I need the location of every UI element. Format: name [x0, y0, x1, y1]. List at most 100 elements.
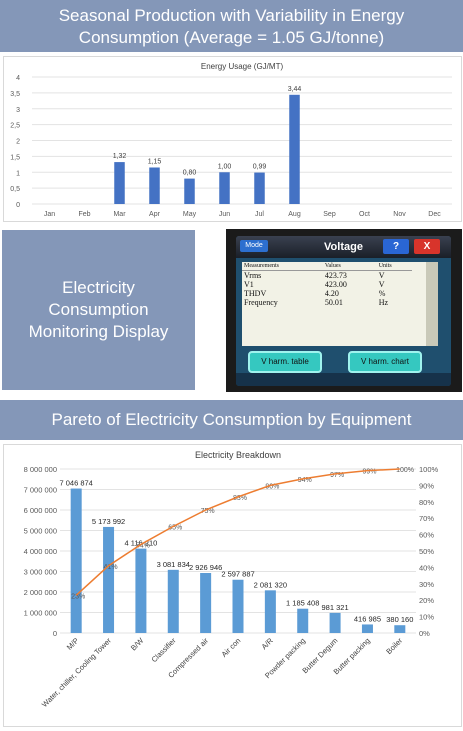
measurement-name: Frequency: [244, 298, 278, 307]
data-label: 1 185 408: [286, 599, 319, 608]
bar-aug: [289, 94, 300, 204]
measurement-unit: V: [378, 280, 385, 289]
energy-usage-svg: Energy Usage (GJ/MT) 0 0,5 1 1,5 2 2,5 3 3,5 4 Jan…: [10, 62, 452, 218]
data-label: 1,15: [148, 158, 162, 165]
v-harm-table-button[interactable]: V harm. table: [248, 351, 322, 373]
data-label: 416 985: [354, 614, 381, 623]
cumulative-label: 100%: [396, 467, 414, 474]
x-tick-label: Dec: [428, 211, 441, 218]
measurement-name: THDV: [244, 289, 267, 298]
data-label: 2 597 887: [221, 570, 254, 579]
bar: [135, 548, 147, 633]
bar-mar: [114, 162, 125, 204]
measurement-unit: %: [378, 289, 386, 298]
y-tick-label: 0: [16, 202, 20, 209]
y-tick-label: 5 000 000: [24, 527, 57, 536]
monitoring-display-label: Electricity Consumption Monitoring Displ…: [2, 230, 195, 390]
header-measurements: Measurements: [242, 262, 323, 271]
data-label: 3,44: [288, 86, 302, 93]
y-tick-label: 2: [16, 139, 20, 146]
bar-apr: [149, 167, 160, 204]
y-tick-label: 6 000 000: [24, 506, 57, 515]
bar-may: [184, 178, 195, 204]
close-button[interactable]: X: [414, 239, 440, 254]
y-tick-label: 0: [53, 629, 57, 638]
cumulative-label: 75%: [201, 508, 215, 515]
y-tick-label: 1,5: [10, 154, 20, 161]
electricity-breakdown-svg: Electricity Breakdown 0 1 000 000 2 000 000…: [24, 450, 439, 709]
y2-tick-label: 60%: [419, 531, 434, 540]
cumulative-label: 65%: [168, 524, 182, 531]
y-tick-label: 4 000 000: [24, 547, 57, 556]
measurement-unit: V: [378, 271, 385, 280]
y2-tick-label: 0%: [419, 629, 430, 638]
measurement-name: V1: [244, 280, 254, 289]
data-label: 3 081 834: [157, 560, 190, 569]
monitor-photo: Voltage Mode ? X Measurements Values Uni…: [226, 229, 462, 392]
y2-tick-label: 50%: [419, 547, 434, 556]
y2-tick-label: 70%: [419, 514, 434, 523]
bar: [329, 612, 341, 633]
data-label: 981 321: [322, 603, 349, 612]
x-tick-label: Sep: [323, 211, 336, 218]
y-tick-label: 3,5: [10, 91, 20, 98]
x-tick-label: A/R: [260, 636, 276, 652]
data-label: 7 046 874: [59, 479, 92, 488]
x-tick-label: Air con: [220, 636, 243, 659]
x-tick-label: Mar: [113, 211, 126, 218]
monitoring-label-line-3: Monitoring Display: [28, 322, 169, 341]
x-tick-label: Apr: [149, 211, 161, 218]
energy-usage-chart: Energy Usage (GJ/MT) 0 0,5 1 1,5 2 2,5 3 3,5 4 Jan…: [3, 56, 462, 222]
data-label: 2 081 320: [254, 580, 287, 589]
bar: [103, 526, 115, 633]
table-scrollbar[interactable]: [426, 262, 438, 346]
electricity-breakdown-chart: Electricity Breakdown 0 1 000 000 2 000 000…: [3, 444, 462, 727]
cumulative-line: [75, 468, 400, 596]
chart-title: Electricity Breakdown: [195, 450, 281, 460]
y2-tick-label: 100%: [419, 465, 439, 474]
y-tick-label: 8 000 000: [24, 465, 57, 474]
data-label: 2 926 946: [189, 563, 222, 572]
cumulative-label: 97%: [330, 472, 344, 479]
table-row: THDV 4.20 %: [242, 289, 412, 298]
monitoring-label-line-1: Electricity: [62, 278, 135, 297]
data-label: 0,99: [253, 164, 267, 171]
monitoring-label-line-2: Consumption: [48, 300, 149, 319]
header-values: Values: [322, 262, 377, 271]
banner-line-1: Seasonal Production with Variability in …: [58, 6, 405, 25]
measurements-table: Measurements Values Units Vrms 423.73 V …: [242, 262, 438, 346]
bar: [70, 488, 82, 633]
y-tick-label: 3: [16, 107, 20, 114]
x-tick-label: Water, chiller, Cooling Tower: [40, 636, 113, 709]
x-tick-label: May: [183, 211, 197, 218]
bar: [200, 572, 212, 633]
y-tick-label: 4: [16, 75, 20, 82]
banner-line-2: Consumption (Average = 1.05 GJ/tonne): [78, 28, 385, 47]
y2-tick-label: 40%: [419, 563, 434, 572]
help-button[interactable]: ?: [383, 239, 409, 254]
bar: [394, 625, 406, 633]
v-harm-chart-button[interactable]: V harm. chart: [348, 351, 422, 373]
measurement-value: 4.20: [324, 289, 339, 298]
bar: [232, 579, 244, 633]
cumulative-label: 83%: [233, 495, 247, 502]
measurement-value: 423.00: [324, 280, 347, 289]
cumulative-label: 94%: [298, 477, 312, 484]
y2-tick-label: 10%: [419, 613, 434, 622]
chart-title: Energy Usage (GJ/MT): [201, 62, 284, 71]
x-tick-label: M/P: [65, 636, 81, 652]
mode-button[interactable]: Mode: [240, 240, 268, 252]
data-label: 380 160: [386, 615, 413, 624]
bar-jul: [254, 172, 265, 204]
data-label: 0,80: [183, 170, 197, 177]
measurement-unit: Hz: [378, 298, 389, 307]
table-row: V1 423.00 V: [242, 280, 412, 289]
measurement-value: 50.01: [324, 298, 343, 307]
y-tick-label: 2 000 000: [24, 588, 57, 597]
y-tick-label: 1: [16, 170, 20, 177]
cumulative-label: 99%: [362, 469, 376, 476]
bar: [264, 590, 276, 633]
x-tick-label: Nov: [393, 211, 406, 218]
x-tick-label: Boiler: [384, 636, 404, 656]
y-tick-label: 1 000 000: [24, 609, 57, 618]
